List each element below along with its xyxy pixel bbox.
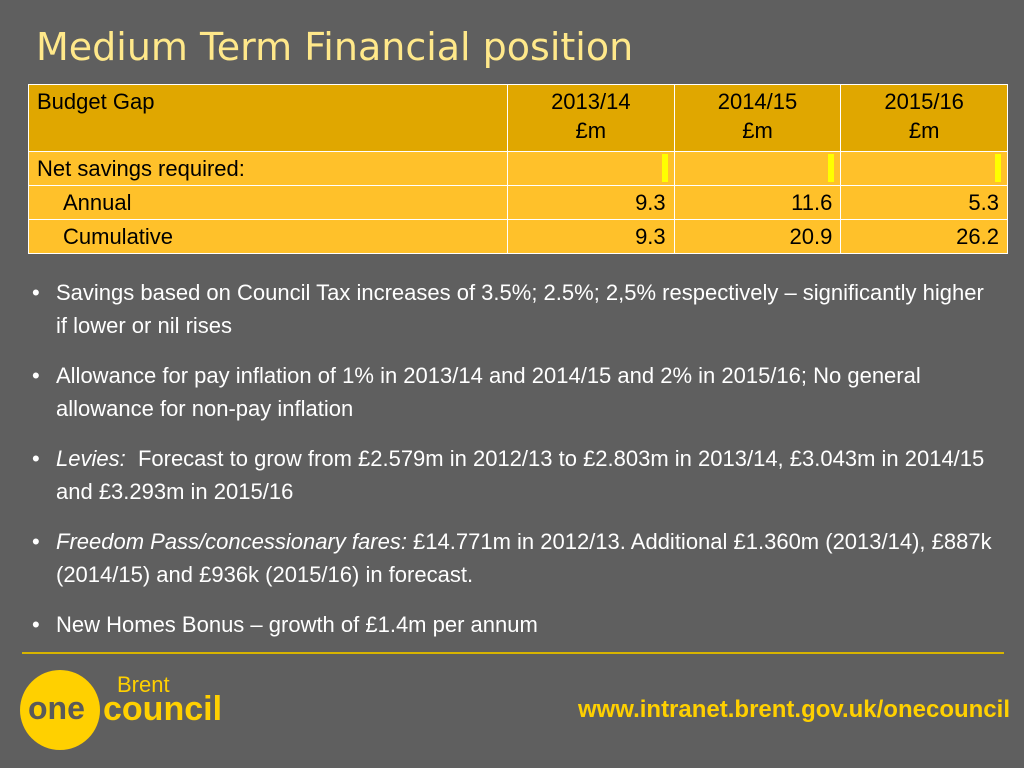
header-cell-2014-15: 2014/15 £m xyxy=(673,84,842,152)
logo-circle xyxy=(20,670,100,750)
bullet-item: Allowance for pay inflation of 1% in 201… xyxy=(30,359,1000,425)
table-row: Cumulative 9.3 20.9 26.2 xyxy=(28,219,1008,254)
row-label-cumulative: Cumulative xyxy=(28,219,508,254)
slide-title: Medium Term Financial position xyxy=(36,25,634,69)
logo-council: council xyxy=(103,690,223,728)
row-label-annual: Annual xyxy=(28,185,508,220)
value-cell: 20.9 xyxy=(673,219,842,254)
value-cell: 11.6 xyxy=(673,185,842,220)
header-unit: £m xyxy=(908,118,940,143)
header-cell-2015-16: 2015/16 £m xyxy=(840,84,1008,152)
header-year: 2014/15 xyxy=(717,89,798,114)
empty-cell xyxy=(673,151,842,186)
header-year: 2013/14 xyxy=(551,89,631,114)
value-cell: 9.3 xyxy=(507,185,675,220)
empty-cell xyxy=(840,151,1008,186)
bullet-item: New Homes Bonus – growth of £1.4m per an… xyxy=(30,608,1000,641)
bullet-lead: Levies: xyxy=(56,446,126,471)
header-cell-2013-14: 2013/14 £m xyxy=(507,84,675,152)
value-cell: 5.3 xyxy=(840,185,1008,220)
bullet-text: New Homes Bonus – growth of £1.4m per an… xyxy=(56,612,538,637)
logo-brent: Brent xyxy=(117,672,170,697)
header-unit: £m xyxy=(575,118,607,143)
value-cell: 26.2 xyxy=(840,219,1008,254)
bullet-text: £14.771m in 2012/13. Additional £1.360m … xyxy=(56,529,998,587)
bullet-item: Savings based on Council Tax increases o… xyxy=(30,276,1000,342)
table-header-row: Budget Gap 2013/14 £m 2014/15 £m 2015/16… xyxy=(28,84,1008,152)
bullet-text: Allowance for pay inflation of 1% in 201… xyxy=(56,363,921,421)
header-unit: £m xyxy=(742,118,773,143)
bullet-text: Savings based on Council Tax increases o… xyxy=(56,280,984,338)
budget-gap-table: Budget Gap 2013/14 £m 2014/15 £m 2015/16… xyxy=(28,84,1008,254)
footer-divider xyxy=(22,652,1004,654)
header-cell-label: Budget Gap xyxy=(28,84,508,152)
bullet-lead: Freedom Pass/concessionary fares: xyxy=(56,529,407,554)
bullet-item: Freedom Pass/concessionary fares: £14.77… xyxy=(30,525,1000,591)
bullet-list: Savings based on Council Tax increases o… xyxy=(30,276,1000,658)
value-cell: 9.3 xyxy=(507,219,675,254)
brent-council-logo: one Brent council xyxy=(20,670,240,750)
logo-one: one xyxy=(28,690,85,726)
empty-cell xyxy=(507,151,675,186)
bullet-item: Levies: Forecast to grow from £2.579m in… xyxy=(30,442,1000,508)
bullet-text: Forecast to grow from £2.579m in 2012/13… xyxy=(56,446,991,504)
table-row: Annual 9.3 11.6 5.3 xyxy=(28,185,1008,220)
section-label: Net savings required: xyxy=(28,151,508,186)
header-year: 2015/16 xyxy=(884,89,964,114)
table-row-section: Net savings required: xyxy=(28,151,1008,186)
footer-url: www.intranet.brent.gov.uk/onecouncil xyxy=(577,696,1010,723)
